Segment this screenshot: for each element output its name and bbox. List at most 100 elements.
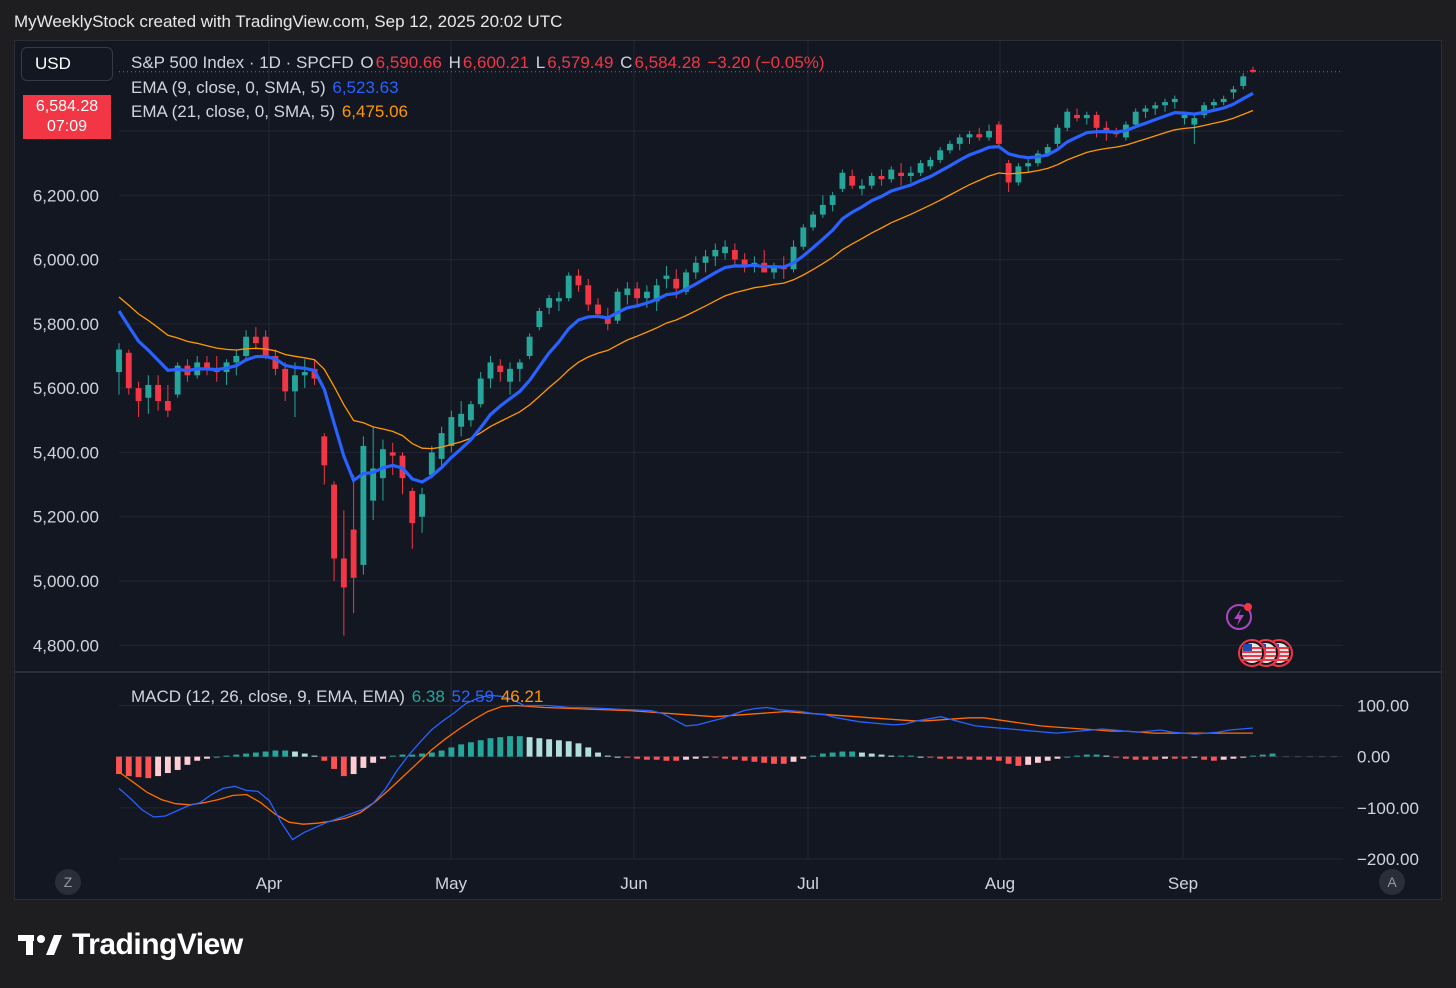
candle xyxy=(487,356,494,389)
macd-histogram-bar xyxy=(272,750,279,757)
macd-histogram-bar xyxy=(1064,756,1071,758)
change-value: −3.20 (−0.05%) xyxy=(707,53,825,72)
price-axis-tick: 4,800.00 xyxy=(33,636,99,655)
candle xyxy=(712,243,719,266)
left-scale-button[interactable]: Z xyxy=(55,869,81,895)
macd-histogram-bar xyxy=(1122,756,1129,759)
candle xyxy=(1064,108,1071,131)
candle xyxy=(536,307,543,331)
main-legend[interactable]: S&P 500 Index · 1D · SPCFD O 6,590.66 H 6,… xyxy=(131,53,827,73)
candle-body xyxy=(340,558,347,588)
open-label: O xyxy=(360,53,374,72)
candle xyxy=(204,356,210,376)
macd-histogram-bar xyxy=(380,756,386,759)
macd-histogram-bar xyxy=(888,755,895,757)
currency-button[interactable]: USD xyxy=(21,47,113,81)
candle xyxy=(692,256,699,279)
time-axis-tick: Aug xyxy=(985,874,1015,893)
macd-signal-value: 46.21 xyxy=(500,687,544,706)
candle-body xyxy=(116,349,122,373)
candle-body xyxy=(419,494,425,517)
candle-body xyxy=(380,449,386,479)
candle-body xyxy=(321,436,328,466)
ema9-legend[interactable]: EMA (9, close, 0, SMA, 5) 6,523.63 xyxy=(131,78,401,98)
macd-axis-tick: −100.00 xyxy=(1357,799,1419,818)
candle xyxy=(282,362,289,401)
auto-scale-button[interactable]: A xyxy=(1379,869,1405,895)
candle-body xyxy=(155,384,162,401)
macd-histogram-bar xyxy=(243,753,250,757)
candle xyxy=(448,410,455,453)
macd-histogram-bar xyxy=(1034,756,1041,763)
macd-histogram-bar xyxy=(1142,756,1149,760)
candle-body xyxy=(243,336,250,356)
macd-label[interactable]: MACD (12, 26, close, 9, EMA, EMA) xyxy=(131,687,405,706)
candle xyxy=(1230,86,1237,99)
macd-histogram-bar xyxy=(692,756,699,759)
macd-histogram-bar xyxy=(370,756,377,763)
candle xyxy=(986,124,992,141)
candle-body xyxy=(810,214,817,228)
macd-histogram-bar xyxy=(868,753,875,757)
macd-histogram-bar xyxy=(1093,754,1100,757)
chart-canvas[interactable]: 6,400.006,200.006,000.005,800.005,600.00… xyxy=(15,41,1442,900)
brand-name: TradingView xyxy=(72,928,243,961)
ema21-value: 6,475.06 xyxy=(341,102,408,121)
ema21-legend[interactable]: EMA (21, close, 0, SMA, 5) 6,475.06 xyxy=(131,102,410,122)
macd-histogram-bar xyxy=(663,756,670,761)
candle xyxy=(164,384,171,418)
candle-body xyxy=(252,336,259,344)
close-value: 6,584.28 xyxy=(634,53,701,72)
symbol-title[interactable]: S&P 500 Index · 1D · SPCFD xyxy=(131,53,354,72)
macd-histogram-bar xyxy=(937,756,944,759)
candle-body xyxy=(204,362,210,369)
macd-histogram-bar xyxy=(976,756,983,760)
candle xyxy=(849,169,856,189)
macd-histogram-bar xyxy=(966,756,973,760)
candle xyxy=(898,163,905,186)
candle xyxy=(1054,124,1061,148)
candle xyxy=(419,487,425,533)
ema9-value: 6,523.63 xyxy=(332,78,399,97)
candle-body xyxy=(595,304,601,315)
candle-body xyxy=(135,388,142,401)
macd-histogram-bar xyxy=(1103,755,1110,757)
macd-histogram-bar xyxy=(321,756,328,761)
flag-stripe xyxy=(1242,659,1262,661)
time-axis-tick: Apr xyxy=(256,874,283,893)
macd-histogram-bar xyxy=(477,740,484,757)
candle-body xyxy=(487,362,494,379)
macd-histogram-bar xyxy=(536,738,543,757)
macd-legend[interactable]: MACD (12, 26, close, 9, EMA, EMA) 6.38 5… xyxy=(131,687,545,707)
chart-frame[interactable]: 6,400.006,200.006,000.005,800.005,600.00… xyxy=(14,40,1442,900)
ema9-label[interactable]: EMA (9, close, 0, SMA, 5) xyxy=(131,78,326,97)
candle xyxy=(350,474,357,614)
candle-body xyxy=(702,256,709,263)
ema21-line xyxy=(118,109,1254,450)
macd-histogram-bar xyxy=(487,738,494,757)
candle xyxy=(194,356,201,379)
candle-body xyxy=(927,159,934,167)
macd-histogram-bar xyxy=(448,747,455,757)
tradingview-logo[interactable]: TradingView xyxy=(18,928,243,962)
candle xyxy=(722,240,729,260)
candle-body xyxy=(653,285,660,302)
last-price-value: 6,584.28 xyxy=(35,98,99,115)
macd-histogram-bar xyxy=(604,755,611,757)
candle xyxy=(252,327,259,350)
macd-histogram-bar xyxy=(292,751,298,757)
ema21-label[interactable]: EMA (21, close, 0, SMA, 5) xyxy=(131,102,336,121)
candle-body xyxy=(546,298,553,308)
ema9-line xyxy=(117,91,1254,484)
candle-body xyxy=(868,176,875,186)
candle-body xyxy=(477,378,484,405)
candle xyxy=(761,249,768,273)
candle xyxy=(1250,66,1256,74)
candle xyxy=(1162,98,1168,112)
macd-histogram-bar xyxy=(575,743,582,757)
candle-body xyxy=(712,249,719,257)
macd-histogram-bar xyxy=(262,751,269,757)
candle-body xyxy=(164,401,171,411)
candle xyxy=(653,278,660,311)
macd-histogram-bar xyxy=(1162,756,1168,759)
